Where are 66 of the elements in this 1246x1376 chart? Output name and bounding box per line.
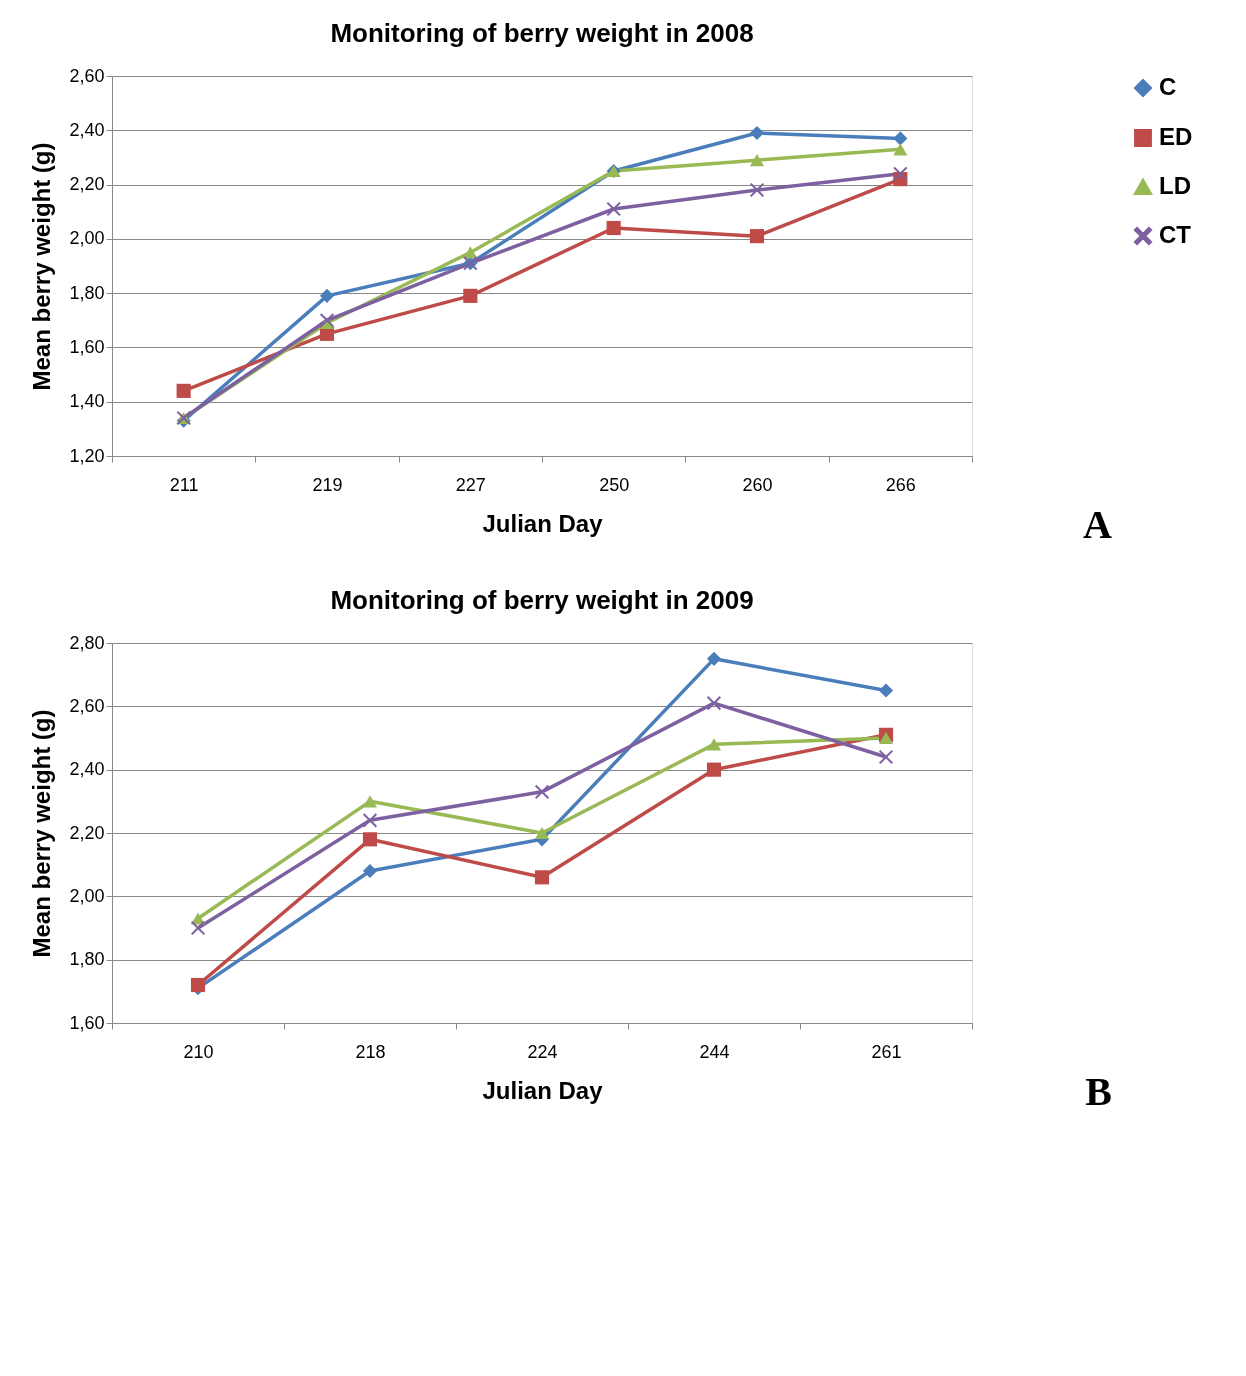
chart-title: Monitoring of berry weight in 2009 xyxy=(330,585,754,615)
x-tick-label: 260 xyxy=(742,474,773,495)
x-tick-label: 244 xyxy=(699,1041,730,1062)
point xyxy=(190,977,206,993)
x-axis-title: Julian Day xyxy=(482,1076,604,1104)
y-tick-label: 2,40 xyxy=(69,759,105,780)
x-tick-label: 224 xyxy=(527,1041,558,1062)
point xyxy=(893,143,908,156)
y-axis-title: Mean berry weight (g) xyxy=(28,709,56,958)
legend-label: C xyxy=(1159,73,1177,100)
y-axis-title: Mean berry weight (g) xyxy=(28,142,56,391)
y-tick-label: 2,60 xyxy=(69,65,105,86)
point xyxy=(878,749,894,765)
point xyxy=(534,870,550,885)
chart-title: Monitoring of berry weight in 2008 xyxy=(330,18,754,48)
point xyxy=(176,383,191,398)
y-tick-label: 2,00 xyxy=(69,228,105,249)
x-tick-label: 219 xyxy=(312,474,343,495)
legend-label: LD xyxy=(1159,172,1191,199)
point xyxy=(362,795,378,808)
y-tick-label: 1,60 xyxy=(69,336,105,357)
point xyxy=(706,651,722,666)
y-tick-label: 1,60 xyxy=(69,1012,105,1033)
y-tick-label: 2,20 xyxy=(69,822,105,843)
point xyxy=(606,201,621,217)
point xyxy=(362,863,378,879)
x-tick-label: 266 xyxy=(885,474,916,495)
point xyxy=(706,738,722,751)
point xyxy=(534,826,550,840)
legend-label: ED xyxy=(1159,123,1193,150)
point xyxy=(706,696,722,711)
point xyxy=(362,813,378,828)
y-tick-label: 1,40 xyxy=(69,391,105,412)
point xyxy=(606,220,621,236)
point xyxy=(706,762,722,777)
point xyxy=(319,288,335,303)
y-tick-label: 2,80 xyxy=(69,632,105,653)
x-tick-label: 210 xyxy=(183,1041,214,1062)
legend-label: CT xyxy=(1159,221,1192,248)
point xyxy=(463,288,478,303)
y-tick-label: 2,20 xyxy=(69,174,105,195)
x-tick-label: 211 xyxy=(169,474,199,495)
y-tick-label: 1,20 xyxy=(69,445,105,466)
point xyxy=(749,182,765,198)
y-tick-label: 2,60 xyxy=(69,695,105,716)
y-tick-label: 2,40 xyxy=(69,119,105,140)
x-tick-label: 261 xyxy=(871,1041,902,1062)
point xyxy=(893,166,908,181)
point xyxy=(534,784,550,799)
point xyxy=(878,731,894,745)
point xyxy=(749,229,765,244)
point xyxy=(190,920,206,936)
point xyxy=(749,125,765,141)
text: A xyxy=(1083,502,1113,547)
y-tick-label: 1,80 xyxy=(69,949,105,970)
point xyxy=(878,683,894,698)
point xyxy=(893,131,908,146)
x-tick-label: 218 xyxy=(355,1041,386,1062)
x-tick-label: 227 xyxy=(455,474,486,495)
point xyxy=(362,832,378,847)
y-tick-label: 2,00 xyxy=(69,885,105,906)
point xyxy=(749,154,765,167)
x-axis-title: Julian Day xyxy=(482,509,604,537)
text: B xyxy=(1085,1069,1112,1114)
x-tick-label: 250 xyxy=(599,474,630,495)
y-tick-label: 1,80 xyxy=(69,282,105,303)
